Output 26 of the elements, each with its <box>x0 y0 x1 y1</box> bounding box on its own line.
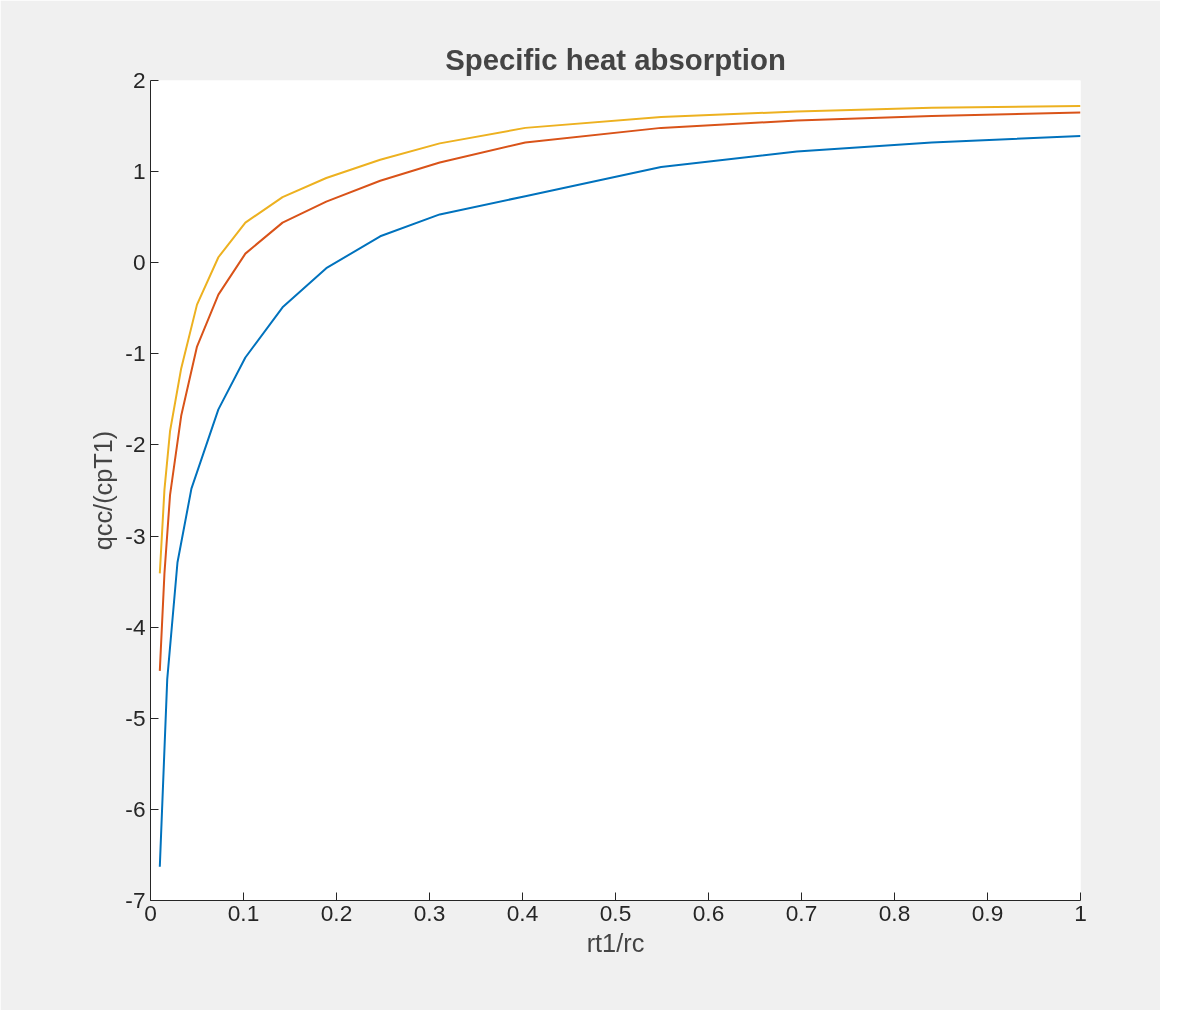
y-tick-label: -3 <box>125 522 146 549</box>
x-tick-label: 0.9 <box>971 899 1004 926</box>
x-tick-label: 0.7 <box>785 899 818 926</box>
y-tick-label: -5 <box>125 704 146 731</box>
x-tick-label: 0.4 <box>506 899 539 926</box>
y-tick-label: 0 <box>132 249 146 276</box>
x-tick-label: 0.1 <box>227 899 260 926</box>
y-tick-label: -2 <box>125 431 146 458</box>
y-axis-title: qcc/(cpT1) <box>89 430 118 551</box>
line-series <box>158 111 1081 672</box>
x-tick-label: 0.2 <box>320 899 353 926</box>
x-tick-label: 0.8 <box>878 899 911 926</box>
x-tick-label: 0.6 <box>692 899 725 926</box>
y-tick-label: -7 <box>125 887 146 913</box>
chart-title: Specific heat absorption <box>445 42 786 76</box>
y-tick-label: 1 <box>132 158 146 185</box>
x-axis-title: rt1/rc <box>586 928 645 957</box>
x-tick-label: 0.3 <box>413 899 446 926</box>
y-tick-label: 2 <box>132 67 146 93</box>
x-tick-label: 0.5 <box>599 899 632 926</box>
y-tick-label: -4 <box>125 613 146 640</box>
y-tick-label: -6 <box>125 795 146 822</box>
line-series <box>158 135 1081 868</box>
line-series <box>158 105 1081 575</box>
x-tick-label: 1 <box>1074 899 1087 926</box>
y-tick-label: -1 <box>125 340 146 367</box>
